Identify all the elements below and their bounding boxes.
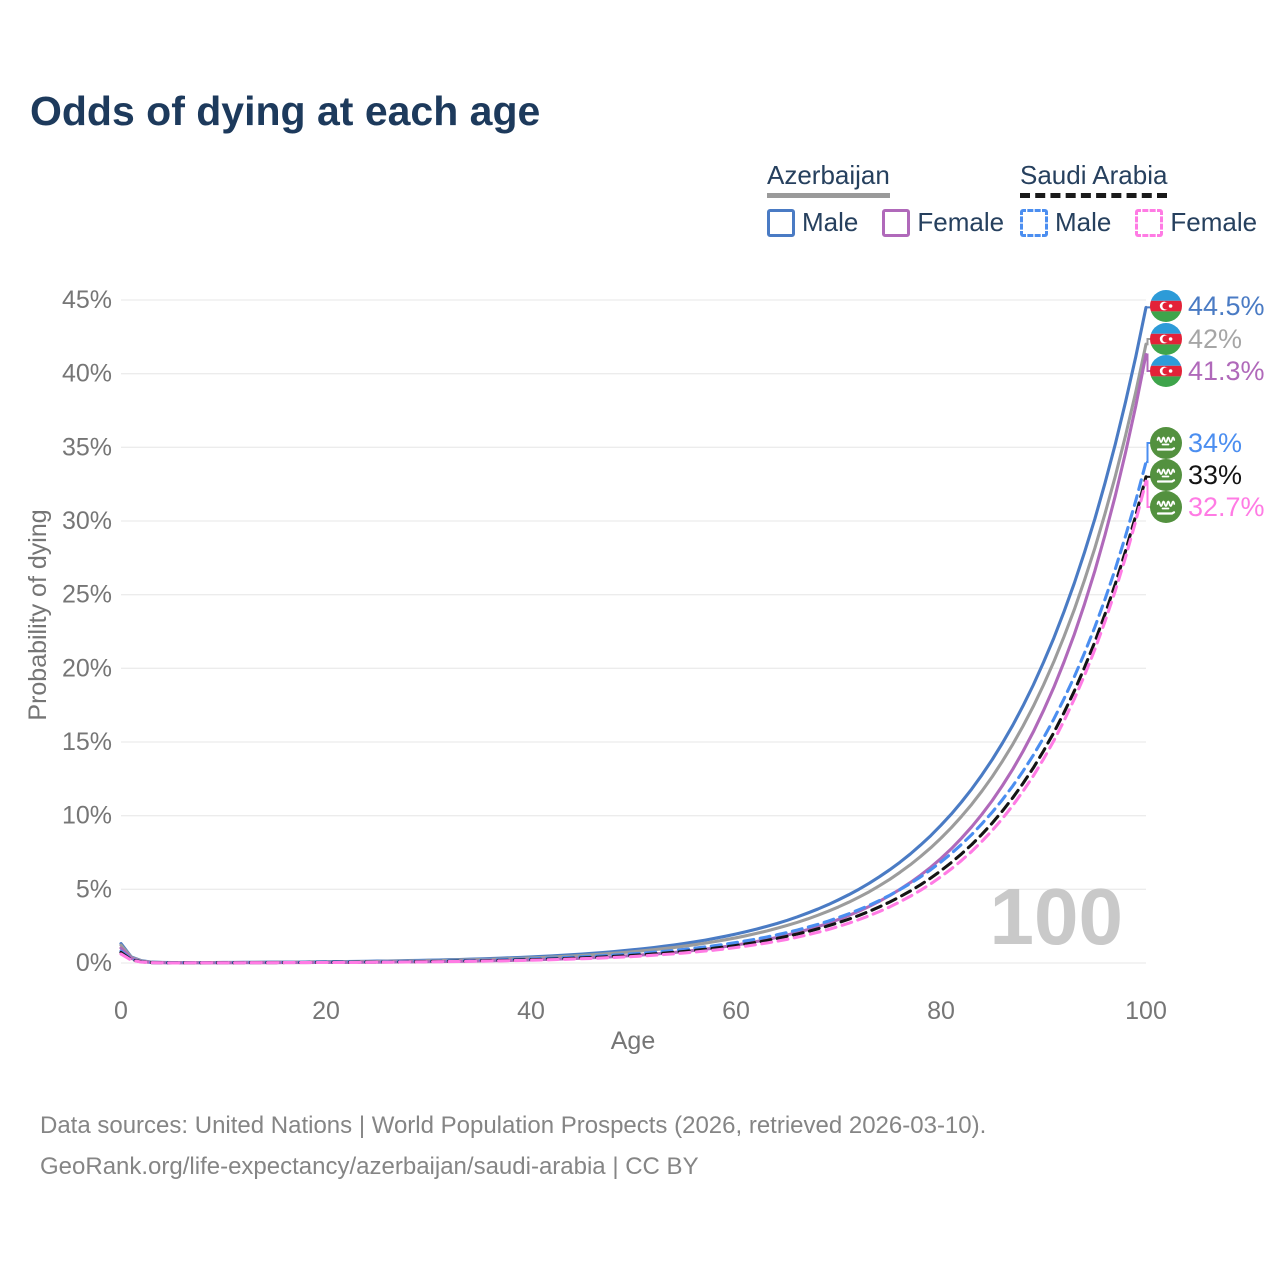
y-tick-label: 30% [62,507,112,535]
end-value-label-saudi-arabia-male: 34% [1188,428,1242,458]
end-value-label-azerbaijan-total: 42% [1188,324,1242,354]
legend-item-azerbaijan-male[interactable]: Male [767,207,858,238]
page-title: Odds of dying at each age [30,88,541,134]
legend-item-saudi-arabia-male[interactable]: Male [1020,207,1111,238]
y-tick-label: 15% [62,728,112,756]
label-connector-azerbaijan-female [1146,353,1151,372]
legend-header-saudi-arabia[interactable]: Saudi Arabia [1020,161,1168,199]
footer-attribution: GeoRank.org/life-expectancy/azerbaijan/s… [40,1152,699,1180]
legend-swatch-azerbaijan-female-icon[interactable] [882,208,911,237]
y-tick-label: 5% [76,875,112,903]
y-tick-label: 0% [76,949,112,977]
y-tick-label: 45% [62,286,112,314]
y-tick-label: 20% [62,654,112,682]
legend-swatch-azerbaijan-male-icon[interactable] [767,208,795,237]
x-tick-label: 100 [1125,997,1167,1025]
end-annotations: 44.5%42%41.3% 34%33%32.7% [1146,290,1265,523]
end-value-label-azerbaijan-female: 41.3% [1188,356,1265,386]
legend-header-azerbaijan[interactable]: Azerbaijan [767,161,890,199]
x-axis-title: Age [611,1027,655,1055]
y-tick-label: 35% [62,433,112,461]
saudi-arabia-flag-icon [1150,427,1182,459]
legend-swatch-saudi-arabia-male-icon[interactable] [1020,208,1048,237]
y-tick-label: 40% [62,360,112,388]
end-value-label-saudi-arabia-total: 33% [1188,460,1242,490]
footer-data-sources: Data sources: United Nations | World Pop… [40,1112,987,1139]
x-axis-tick-labels: 0 20 40 60 80 100 [114,997,1167,1025]
legend-label-azerbaijan-male: Male [802,207,859,238]
age-watermark: 100 [990,872,1123,961]
footer: Data sources: United Nations | World Pop… [40,1106,986,1187]
label-connector-saudi-arabia-male [1146,442,1151,464]
legend-label-saudi-arabia-female: Female [1170,207,1258,238]
legend-label-azerbaijan-female: Female [917,207,1005,238]
label-connector-saudi-arabia-female [1146,480,1151,508]
azerbaijan-flag-icon [1150,323,1182,355]
y-axis-title: Probability of dying [24,509,52,720]
legend-swatch-saudi-arabia-female-icon[interactable] [1135,208,1164,237]
legend-item-saudi-arabia-female[interactable]: Female [1135,207,1257,238]
y-tick-label: 25% [62,581,112,609]
legend-row-azerbaijan: Male Female [767,207,1004,238]
saudi-arabia-flag-icon [1150,459,1182,491]
legend-group-saudi-arabia: Saudi Arabia Male Female [1020,161,1257,238]
saudi-arabia-flag-icon [1150,491,1182,523]
legend-label-saudi-arabia-male: Male [1055,207,1112,238]
series-line-azerbaijan-total[interactable] [119,342,1148,965]
y-axis-tick-labels: 0% 5% 10% 15% 20% 25% 30% 35% 40% 45% [62,286,112,977]
x-tick-label: 20 [312,997,340,1025]
legend-row-saudi-arabia: Male Female [1020,207,1257,238]
legend-item-azerbaijan-female[interactable]: Female [882,207,1004,238]
series-curves [119,305,1148,965]
end-value-label-azerbaijan-male: 44.5% [1188,291,1265,321]
y-tick-label: 10% [62,802,112,830]
legend-group-azerbaijan: Azerbaijan Male Female [767,161,1004,238]
azerbaijan-flag-icon [1150,290,1182,322]
end-value-label-saudi-arabia-female: 32.7% [1188,492,1265,522]
label-connector-azerbaijan-total [1146,338,1151,346]
x-tick-label: 80 [927,997,955,1025]
gridlines [121,299,1146,964]
series-line-azerbaijan-male[interactable] [119,305,1148,965]
azerbaijan-flag-icon [1150,355,1182,387]
x-tick-label: 0 [114,997,128,1025]
series-line-saudi-arabia-female[interactable] [119,479,1148,965]
x-tick-label: 60 [722,997,750,1025]
x-tick-label: 40 [517,997,545,1025]
